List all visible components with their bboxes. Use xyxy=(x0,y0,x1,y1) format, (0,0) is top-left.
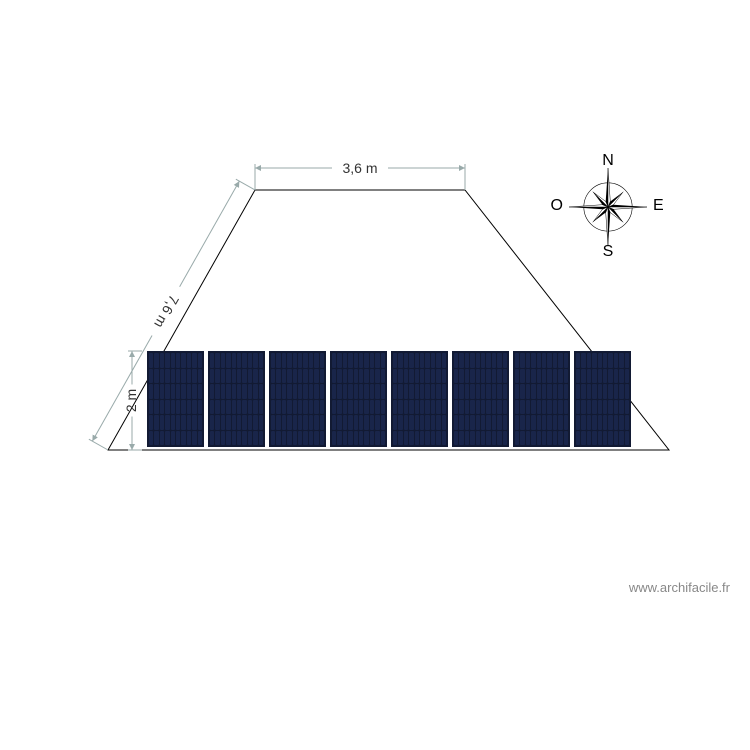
compass-rose: N S E O xyxy=(551,152,664,260)
solar-panel-row xyxy=(147,351,631,447)
dimension-left-label: 7,6 m xyxy=(151,292,182,330)
solar-panel xyxy=(208,351,265,447)
solar-panel xyxy=(269,351,326,447)
dimension-height: 2 m xyxy=(123,351,142,450)
dimension-height-label: 2 m xyxy=(123,389,139,412)
solar-panel xyxy=(391,351,448,447)
diagram-canvas: 3,6 m 7,6 m 2 m N S E O www.archifacile.fr xyxy=(0,0,750,750)
svg-text:N: N xyxy=(602,152,614,169)
svg-text:E: E xyxy=(653,197,664,214)
solar-panel xyxy=(513,351,570,447)
solar-panel xyxy=(452,351,509,447)
solar-panel xyxy=(574,351,631,447)
dimension-top: 3,6 m xyxy=(255,160,465,190)
solar-panel xyxy=(147,351,204,447)
watermark-text: www.archifacile.fr xyxy=(629,580,730,595)
solar-panel xyxy=(330,351,387,447)
svg-text:O: O xyxy=(551,197,563,214)
dimension-top-label: 3,6 m xyxy=(342,160,377,176)
svg-text:S: S xyxy=(603,243,614,260)
